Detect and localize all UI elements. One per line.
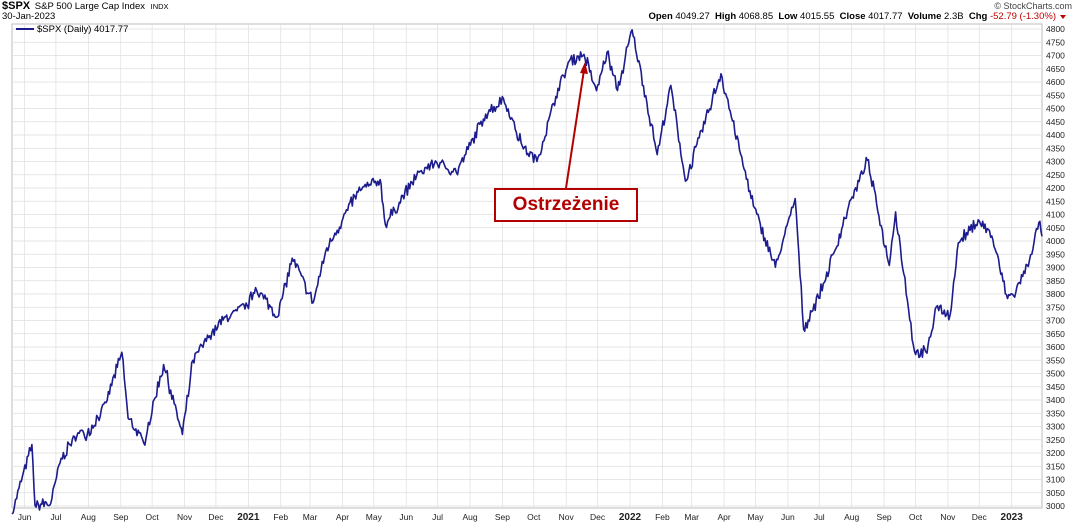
chart-subheader: 30-Jan-2023 Open 4049.27 High 4068.85 Lo… xyxy=(0,11,1080,23)
annotation-arrow-line xyxy=(565,69,585,189)
x-tick-label: Jul xyxy=(432,512,443,522)
legend-text: $SPX (Daily) 4017.77 xyxy=(37,24,129,35)
volume-label: Volume xyxy=(907,11,942,22)
y-tick-label: 4750 xyxy=(1046,37,1065,47)
plot-area xyxy=(11,23,1043,509)
y-tick-label: 4550 xyxy=(1046,90,1065,100)
x-tick-label: Feb xyxy=(655,512,670,522)
x-tick-label: Jun xyxy=(18,512,32,522)
y-tick-label: 3500 xyxy=(1046,369,1065,379)
close-label: Close xyxy=(839,11,866,22)
x-tick-label: Sep xyxy=(877,512,892,522)
ticker-symbol: $SPX xyxy=(2,0,31,12)
chart-header: $SPX S&P 500 Large Cap Index INDX © Stoc… xyxy=(0,0,1080,13)
legend-line-icon xyxy=(16,28,34,31)
x-tick-label: Jul xyxy=(50,512,61,522)
change-value: -52.79 (-1.30%) xyxy=(989,11,1056,22)
open-value: 4049.27 xyxy=(675,11,710,22)
y-tick-label: 3300 xyxy=(1046,422,1065,432)
high-label: High xyxy=(715,11,737,22)
open-label: Open xyxy=(648,11,673,22)
x-tick-label: Jun xyxy=(399,512,413,522)
y-tick-label: 4600 xyxy=(1046,77,1065,87)
x-tick-label: Oct xyxy=(527,512,541,522)
y-tick-label: 3650 xyxy=(1046,329,1065,339)
y-tick-label: 4350 xyxy=(1046,143,1065,153)
x-tick-label: Dec xyxy=(972,512,988,522)
volume-value: 2.3B xyxy=(944,11,964,22)
x-tick-label: 2021 xyxy=(237,512,260,523)
index-name: S&P 500 Large Cap Index xyxy=(34,1,145,12)
y-tick-label: 4450 xyxy=(1046,117,1065,127)
high-value: 4068.85 xyxy=(738,11,774,22)
warning-annotation: Ostrzeżenie xyxy=(494,188,638,222)
quote-summary: Open 4049.27 High 4068.85 Low 4015.55 Cl… xyxy=(648,11,1056,23)
y-tick-label: 4000 xyxy=(1046,236,1065,246)
y-tick-label: 3600 xyxy=(1046,342,1065,352)
y-tick-label: 4700 xyxy=(1046,51,1065,61)
y-tick-label: 3000 xyxy=(1046,501,1065,511)
low-label: Low xyxy=(778,11,798,22)
x-tick-label: Apr xyxy=(717,512,730,522)
low-value: 4015.55 xyxy=(800,11,835,22)
x-tick-label: Dec xyxy=(208,512,224,522)
down-arrow-icon xyxy=(1060,15,1066,19)
x-tick-label: Nov xyxy=(559,512,575,522)
y-tick-label: 3550 xyxy=(1046,355,1065,365)
y-tick-label: 4250 xyxy=(1046,170,1065,180)
x-tick-label: Mar xyxy=(303,512,318,522)
x-tick-label: Jun xyxy=(781,512,795,522)
spx-price-line xyxy=(11,29,1043,515)
x-tick-label: May xyxy=(366,512,383,522)
y-tick-label: 4100 xyxy=(1046,210,1065,220)
x-tick-label: May xyxy=(747,512,764,522)
x-tick-label: Oct xyxy=(146,512,160,522)
x-tick-label: Aug xyxy=(81,512,96,522)
y-tick-label: 3800 xyxy=(1046,289,1065,299)
y-tick-label: 4300 xyxy=(1046,157,1065,167)
x-tick-label: Sep xyxy=(495,512,510,522)
y-tick-label: 3700 xyxy=(1046,316,1065,326)
y-tick-label: 3400 xyxy=(1046,395,1065,405)
y-tick-label: 4500 xyxy=(1046,104,1065,114)
y-tick-label: 3100 xyxy=(1046,475,1065,485)
exchange-label: INDX xyxy=(150,2,169,11)
y-tick-label: 3450 xyxy=(1046,382,1065,392)
x-tick-label: Mar xyxy=(684,512,699,522)
x-tick-label: Aug xyxy=(844,512,859,522)
x-tick-label: 2023 xyxy=(1001,512,1024,523)
y-tick-label: 4800 xyxy=(1046,24,1065,34)
x-tick-label: Oct xyxy=(909,512,923,522)
x-tick-label: 2022 xyxy=(619,512,642,523)
chart-date: 30-Jan-2023 xyxy=(2,11,56,22)
y-tick-label: 4200 xyxy=(1046,183,1065,193)
x-tick-label: Apr xyxy=(336,512,349,522)
x-tick-label: Jul xyxy=(814,512,825,522)
y-tick-label: 4650 xyxy=(1046,64,1065,74)
y-tick-label: 4400 xyxy=(1046,130,1065,140)
x-tick-label: Feb xyxy=(273,512,288,522)
y-tick-label: 3850 xyxy=(1046,276,1065,286)
y-tick-label: 3350 xyxy=(1046,408,1065,418)
y-tick-label: 3150 xyxy=(1046,461,1065,471)
x-tick-label: Dec xyxy=(590,512,606,522)
change-label: Chg xyxy=(968,11,988,22)
y-tick-label: 3950 xyxy=(1046,249,1065,259)
x-tick-label: Aug xyxy=(462,512,477,522)
y-tick-label: 3250 xyxy=(1046,435,1065,445)
x-tick-label: Sep xyxy=(113,512,128,522)
y-tick-label: 3750 xyxy=(1046,302,1065,312)
y-tick-label: 3900 xyxy=(1046,263,1065,273)
y-tick-label: 4050 xyxy=(1046,223,1065,233)
y-tick-label: 3050 xyxy=(1046,488,1065,498)
stockcharts-credit: © StockCharts.com xyxy=(994,1,1072,11)
y-tick-label: 4150 xyxy=(1046,196,1065,206)
arrow-head-icon xyxy=(580,62,588,74)
close-value: 4017.77 xyxy=(868,11,903,22)
x-tick-label: Nov xyxy=(940,512,956,522)
x-tick-label: Nov xyxy=(177,512,193,522)
chart-legend: $SPX (Daily) 4017.77 xyxy=(16,24,128,35)
y-tick-label: 3200 xyxy=(1046,448,1065,458)
